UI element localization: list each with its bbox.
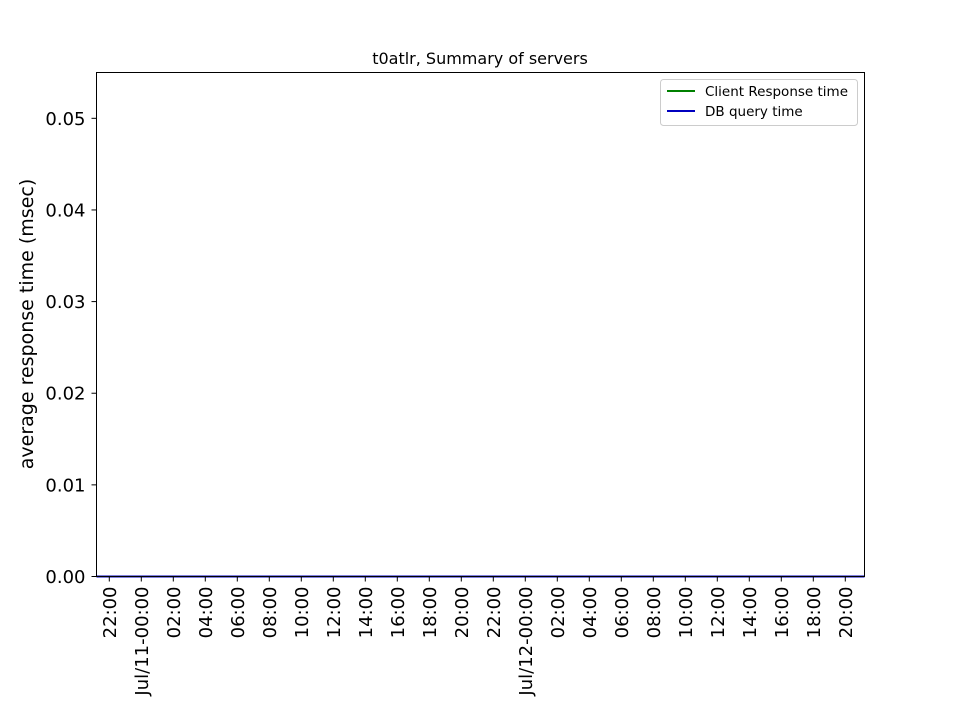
y-tick-label: 0.03	[45, 292, 85, 313]
x-tick-label: 08:00	[644, 587, 665, 639]
y-axis-ticks: 0.00 0.01 0.02 0.03 0.04 0.05	[45, 109, 97, 588]
x-tick-label: 04:00	[196, 587, 217, 639]
y-tick-label: 0.02	[45, 384, 85, 405]
x-tick-label: 08:00	[260, 587, 281, 639]
x-tick-label: 18:00	[420, 587, 441, 639]
x-tick-label: 10:00	[292, 587, 313, 639]
x-tick-label: 22:00	[100, 587, 121, 639]
x-tick-label: 20:00	[836, 587, 857, 639]
x-tick-label: Jul/11-00:00	[132, 587, 153, 697]
y-tick-label: 0.05	[45, 109, 85, 130]
x-tick-label: 12:00	[324, 587, 345, 639]
legend-label-client-response: Client Response time	[705, 84, 848, 100]
x-tick-label: 12:00	[708, 587, 729, 639]
x-tick-label: 18:00	[804, 587, 825, 639]
x-tick-label: 14:00	[356, 587, 377, 639]
x-tick-label: 02:00	[164, 587, 185, 639]
x-tick-label: 10:00	[676, 587, 697, 639]
y-tick-label: 0.00	[45, 567, 85, 588]
x-tick-label: Jul/12-00:00	[516, 587, 537, 697]
x-tick-label: 04:00	[580, 587, 601, 639]
y-tick-label: 0.04	[45, 200, 85, 221]
x-tick-label: 16:00	[388, 587, 409, 639]
x-tick-label: 14:00	[740, 587, 761, 639]
x-tick-label: 16:00	[772, 587, 793, 639]
plot-frame	[96, 72, 865, 577]
y-axis-label: average response time (msec)	[16, 179, 38, 470]
y-tick-label: 0.01	[45, 475, 85, 496]
x-tick-label: 20:00	[452, 587, 473, 639]
x-tick-label: 02:00	[548, 587, 569, 639]
x-tick-label: 06:00	[228, 587, 249, 639]
legend: Client Response time DB query time	[660, 79, 858, 126]
x-tick-label: 06:00	[612, 587, 633, 639]
legend-box	[660, 79, 858, 126]
x-tick-label: 22:00	[484, 587, 505, 639]
chart-title: t0atlr, Summary of servers	[372, 49, 588, 68]
x-axis-ticks: 22:00 Jul/11-00:00 02:00 04:00 06:00 08:00 10:…	[100, 576, 857, 697]
legend-label-db-query: DB query time	[705, 104, 803, 120]
